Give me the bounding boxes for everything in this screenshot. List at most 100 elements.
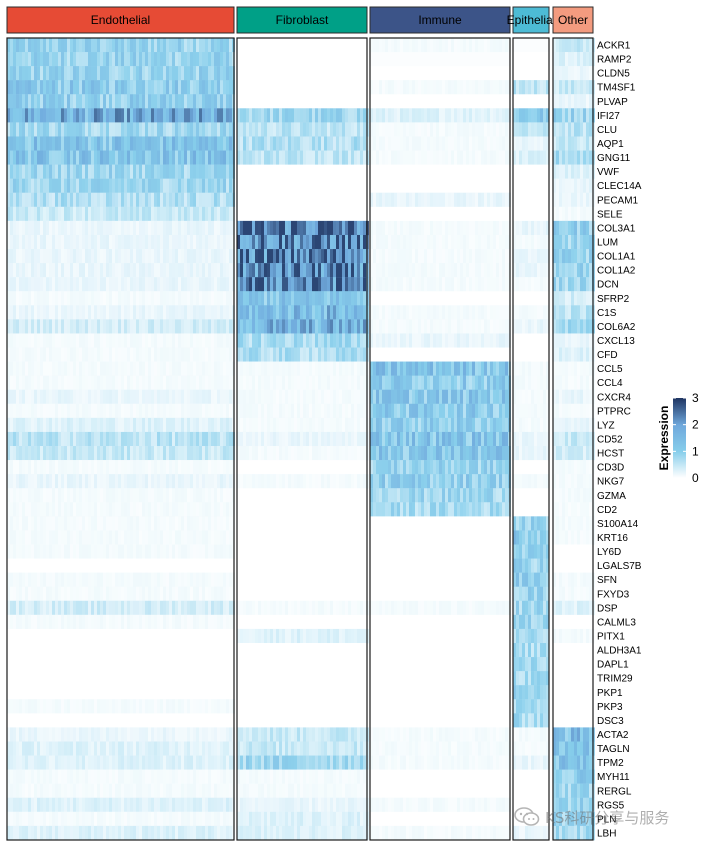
cell-band-pln-immune — [370, 811, 510, 827]
cell-band-ptprc-endothelial — [7, 403, 235, 419]
cell-band-hcst-fibroblast — [237, 446, 369, 461]
cell-band-tm4sf1-other — [553, 80, 595, 95]
panel-border-immune — [369, 37, 511, 841]
cell-band-cxcl13-fibroblast — [237, 333, 369, 348]
gene-label: MYH11 — [597, 772, 630, 783]
cell-band-col3a1-endothelial — [7, 220, 235, 236]
cell-band-cd2-epithelial — [513, 502, 549, 517]
cell-band-gzma-epithelial — [513, 488, 549, 503]
cell-band-plvap-endothelial — [7, 94, 235, 109]
cell-band-s100a14-immune — [370, 516, 510, 531]
cell-band-dsc3-fibroblast — [237, 713, 367, 728]
cell-band-dcn-endothelial — [7, 277, 235, 292]
cell-band-plvap-fibroblast — [237, 94, 367, 109]
cell-band-lyz-epithelial — [513, 417, 549, 433]
gene-label: CFD — [597, 350, 618, 361]
cell-band-plvap-immune — [370, 94, 510, 109]
cell-band-cd52-other — [553, 431, 595, 447]
cell-band-rergl-immune — [370, 783, 510, 799]
cell-band-pecam1-fibroblast — [237, 192, 367, 208]
cell-band-calml3-fibroblast — [237, 614, 367, 630]
cell-band-ptprc-fibroblast — [237, 403, 369, 419]
gene-label: LUM — [597, 238, 618, 249]
cell-band-pecam1-other — [553, 192, 595, 208]
cell-band-clu-epithelial — [513, 122, 549, 137]
cell-band-dsc3-epithelial — [513, 713, 549, 728]
gene-label: SELE — [597, 209, 623, 220]
cell-band-fxyd3-endothelial — [7, 586, 235, 602]
cell-band-dsc3-immune — [370, 713, 510, 728]
gene-label: ALDH3A1 — [597, 646, 642, 657]
gene-label: ACTA2 — [597, 730, 629, 741]
cell-band-s100a14-epithelial — [513, 516, 549, 531]
group-label-endothelial: Endothelial — [91, 13, 150, 27]
gene-label: TPM2 — [597, 758, 624, 769]
gene-label: PLVAP — [597, 97, 628, 108]
cell-band-dapl1-epithelial — [513, 657, 549, 672]
cell-band-gzma-immune — [370, 488, 511, 503]
cell-band-hcst-immune — [370, 446, 511, 461]
cell-band-tm4sf1-immune — [370, 80, 511, 95]
cell-band-cd3d-fibroblast — [237, 460, 367, 475]
cell-band-ackr1-endothelial — [7, 38, 235, 53]
gene-label: RERGL — [597, 786, 632, 797]
cell-band-cxcr4-epithelial — [513, 389, 549, 405]
gene-label: SFRP2 — [597, 294, 630, 305]
cell-band-aldh3a1-other — [553, 643, 593, 658]
cell-band-cd2-other — [553, 502, 595, 517]
cell-band-myh11-other — [553, 769, 595, 785]
gene-label: AQP1 — [597, 139, 624, 150]
cell-band-aldh3a1-fibroblast — [237, 643, 367, 658]
cell-band-dapl1-endothelial — [7, 657, 234, 672]
cell-band-col1a1-immune — [370, 249, 511, 264]
cell-band-col1a2-endothelial — [7, 263, 235, 278]
gene-label: RAMP2 — [597, 55, 632, 66]
cell-band-plvap-other — [553, 94, 595, 109]
gene-axis-labels: ACKR1 RAMP2 CLDN5 TM4SF1 PLVAP IFI27 CLU AQP1 GN… — [597, 41, 642, 840]
group-label-fibroblast: Fibroblast — [276, 13, 329, 27]
cell-band-fxyd3-fibroblast — [237, 586, 367, 602]
cell-band-ackr1-other — [553, 38, 595, 53]
gene-label: ACKR1 — [597, 41, 631, 52]
cell-band-ccl4-immune — [370, 375, 511, 391]
cell-band-fxyd3-immune — [370, 586, 510, 602]
cell-band-col1a2-other — [553, 263, 595, 278]
cell-band-ifi27-endothelial — [7, 108, 235, 123]
cell-band-pln-fibroblast — [237, 811, 369, 827]
cell-band-dcn-epithelial — [513, 277, 549, 292]
cell-band-pkp1-epithelial — [513, 685, 549, 700]
gene-label: CD3D — [597, 463, 624, 474]
cell-band-hcst-epithelial — [513, 446, 549, 461]
cell-band-clec14a-epithelial — [513, 178, 549, 194]
cell-band-cxcr4-immune — [370, 389, 511, 405]
cell-band-lbh-fibroblast — [237, 825, 369, 841]
cell-band-col1a2-immune — [370, 263, 511, 278]
cell-band-tpm2-fibroblast — [237, 755, 369, 770]
cell-band-ifi27-immune — [370, 108, 511, 123]
cell-band-pkp1-endothelial — [7, 685, 234, 700]
cell-band-sfrp2-immune — [370, 291, 510, 306]
gene-label: CD2 — [597, 505, 617, 516]
cell-band-nkg7-immune — [370, 474, 511, 489]
cell-band-pkp3-immune — [370, 699, 510, 714]
cell-band-col6a2-fibroblast — [237, 319, 369, 334]
cell-band-fxyd3-other — [553, 586, 595, 602]
cell-band-cldn5-immune — [370, 66, 510, 81]
cell-band-cxcl13-epithelial — [513, 333, 549, 348]
cell-band-clec14a-endothelial — [7, 178, 235, 194]
cell-band-col6a2-epithelial — [513, 319, 549, 334]
gene-label: DSP — [597, 603, 618, 614]
gene-label: CCL4 — [597, 378, 623, 389]
cell-band-clec14a-other — [553, 178, 595, 194]
cell-band-col6a2-endothelial — [7, 319, 235, 334]
cell-band-gng11-endothelial — [7, 150, 235, 165]
cell-band-cxcl13-immune — [370, 333, 511, 348]
cell-band-tm4sf1-epithelial — [513, 80, 549, 95]
cell-band-myh11-epithelial — [513, 769, 549, 785]
cell-band-pitx1-other — [553, 628, 595, 644]
cell-band-c1s-other — [553, 305, 595, 320]
gene-label: VWF — [597, 167, 619, 178]
cell-band-col3a1-other — [553, 220, 595, 236]
gene-label: LBH — [597, 828, 616, 839]
gene-label: DAPL1 — [597, 660, 629, 671]
